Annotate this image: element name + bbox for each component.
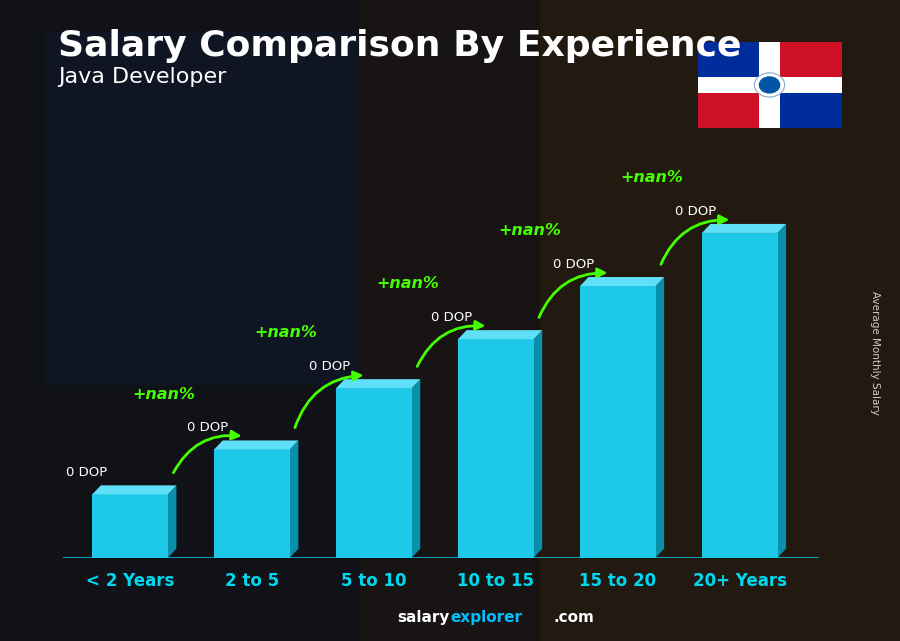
- Polygon shape: [168, 485, 176, 558]
- Text: +nan%: +nan%: [620, 170, 683, 185]
- Polygon shape: [214, 440, 298, 449]
- Text: salary: salary: [398, 610, 450, 625]
- Bar: [698, 77, 842, 93]
- Polygon shape: [290, 440, 298, 558]
- Bar: [214, 449, 290, 558]
- Bar: [702, 233, 778, 558]
- Bar: [698, 42, 770, 85]
- FancyBboxPatch shape: [694, 38, 845, 131]
- Text: +nan%: +nan%: [133, 387, 195, 402]
- Text: Salary Comparison By Experience: Salary Comparison By Experience: [58, 29, 742, 63]
- Text: 0 DOP: 0 DOP: [66, 466, 107, 479]
- Text: Average Monthly Salary: Average Monthly Salary: [869, 290, 880, 415]
- Polygon shape: [534, 330, 542, 558]
- Bar: [760, 42, 779, 128]
- Polygon shape: [655, 277, 664, 558]
- Text: explorer: explorer: [450, 610, 522, 625]
- Text: 0 DOP: 0 DOP: [431, 311, 472, 324]
- Text: +nan%: +nan%: [376, 276, 439, 292]
- Bar: [698, 85, 770, 128]
- Polygon shape: [336, 379, 420, 388]
- Text: +nan%: +nan%: [255, 326, 318, 340]
- Bar: [540, 0, 900, 641]
- Bar: [770, 42, 842, 85]
- Text: 0 DOP: 0 DOP: [554, 258, 595, 271]
- Circle shape: [759, 76, 780, 94]
- Polygon shape: [411, 379, 420, 558]
- Bar: [93, 494, 168, 558]
- Text: 0 DOP: 0 DOP: [310, 360, 351, 373]
- Text: 0 DOP: 0 DOP: [675, 205, 716, 218]
- Bar: [458, 339, 534, 558]
- Bar: [580, 286, 655, 558]
- Text: +nan%: +nan%: [499, 223, 562, 238]
- Bar: [770, 85, 842, 128]
- Text: Java Developer: Java Developer: [58, 67, 227, 87]
- Polygon shape: [458, 330, 542, 339]
- Polygon shape: [580, 277, 664, 286]
- Text: 0 DOP: 0 DOP: [187, 421, 229, 435]
- Text: .com: .com: [554, 610, 594, 625]
- Polygon shape: [702, 224, 786, 233]
- Polygon shape: [778, 224, 786, 558]
- Bar: [360, 0, 900, 641]
- Circle shape: [754, 73, 785, 97]
- Bar: [336, 388, 411, 558]
- Bar: [45, 32, 360, 385]
- Polygon shape: [93, 485, 176, 494]
